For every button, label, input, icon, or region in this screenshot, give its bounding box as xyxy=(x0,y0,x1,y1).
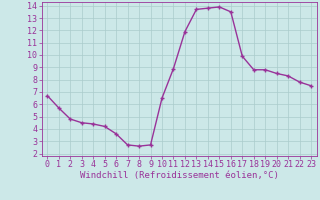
X-axis label: Windchill (Refroidissement éolien,°C): Windchill (Refroidissement éolien,°C) xyxy=(80,171,279,180)
